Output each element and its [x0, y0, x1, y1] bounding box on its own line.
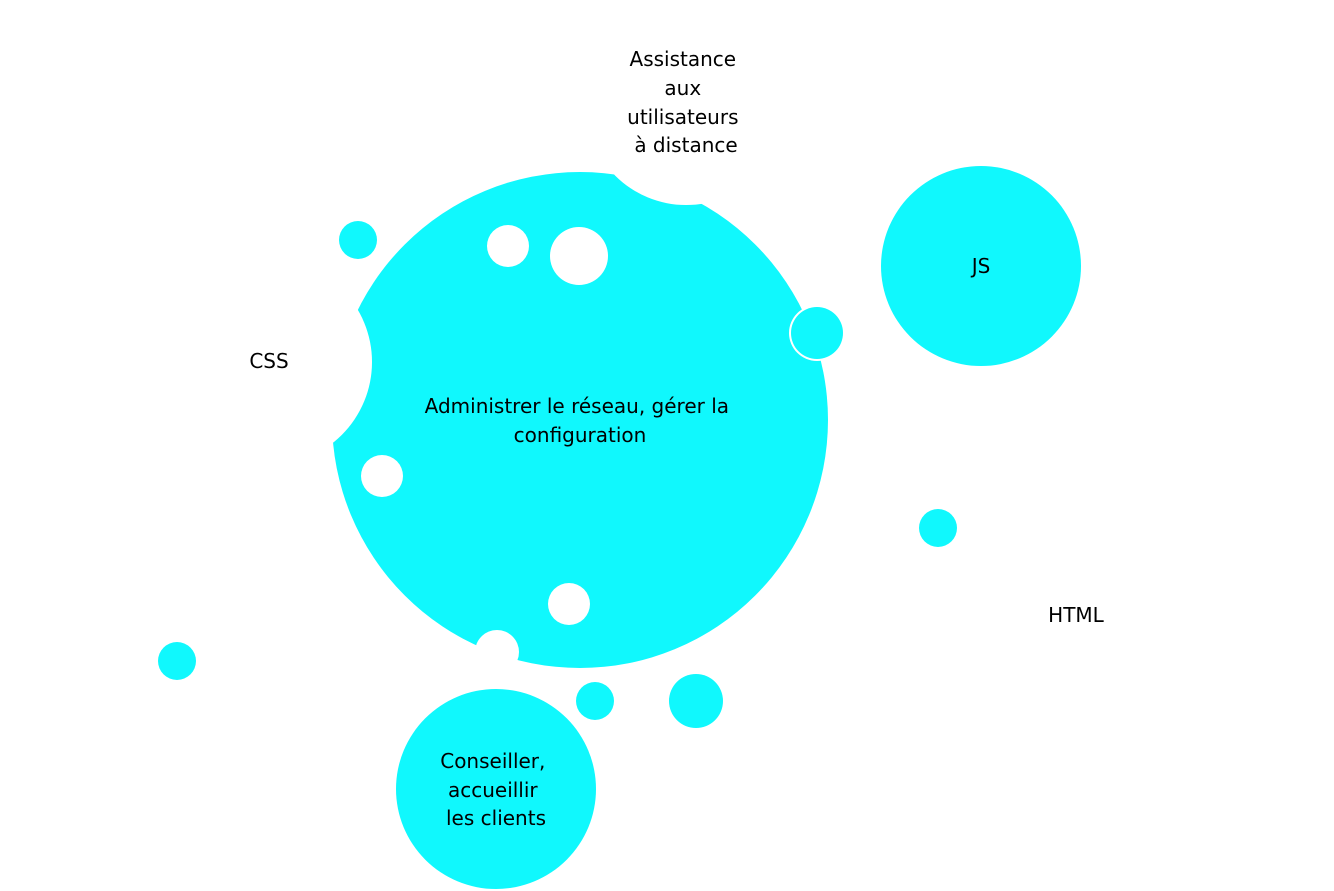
main-label-line-1: Administrer le réseau, gérer la — [425, 394, 729, 418]
main-label: Administrer le réseau, gérer la configur… — [425, 394, 736, 447]
hole-3 — [361, 455, 403, 497]
small-bubble-5 — [669, 674, 723, 728]
assistance-label-line-4: à distance — [634, 133, 737, 157]
small-bubble-2 — [158, 642, 196, 680]
conseiller-label: Conseiller, accueillir les clients — [440, 749, 552, 830]
hole-5 — [475, 630, 519, 674]
small-bubble-3 — [919, 509, 957, 547]
main-label-line-2: configuration — [514, 423, 647, 447]
assistance-label-line-2: aux — [664, 76, 701, 100]
hole-4 — [548, 583, 590, 625]
conseiller-label-line-2: accueillir — [448, 778, 538, 802]
html-label: HTML — [1048, 603, 1105, 627]
css-label: CSS — [249, 349, 288, 373]
edge-bubble — [791, 307, 843, 359]
small-bubble-1 — [339, 221, 377, 259]
conseiller-bubble — [396, 689, 596, 889]
assistance-label: Assistance aux utilisateurs à distance — [627, 47, 745, 157]
top-left-gap-cutout — [195, 160, 345, 310]
css-cutout — [166, 259, 372, 465]
hole-1 — [487, 225, 529, 267]
main-bubble — [332, 172, 828, 668]
small-bubble-4 — [576, 682, 614, 720]
js-label: JS — [970, 254, 991, 278]
hole-2 — [550, 227, 608, 285]
assistance-label-line-1: Assistance — [630, 47, 737, 71]
conseiller-label-line-3: les clients — [446, 806, 546, 830]
assistance-cutout — [586, 5, 786, 205]
conseiller-label-line-1: Conseiller, — [440, 749, 545, 773]
assistance-label-line-3: utilisateurs — [627, 105, 738, 129]
js-bubble — [881, 166, 1081, 366]
